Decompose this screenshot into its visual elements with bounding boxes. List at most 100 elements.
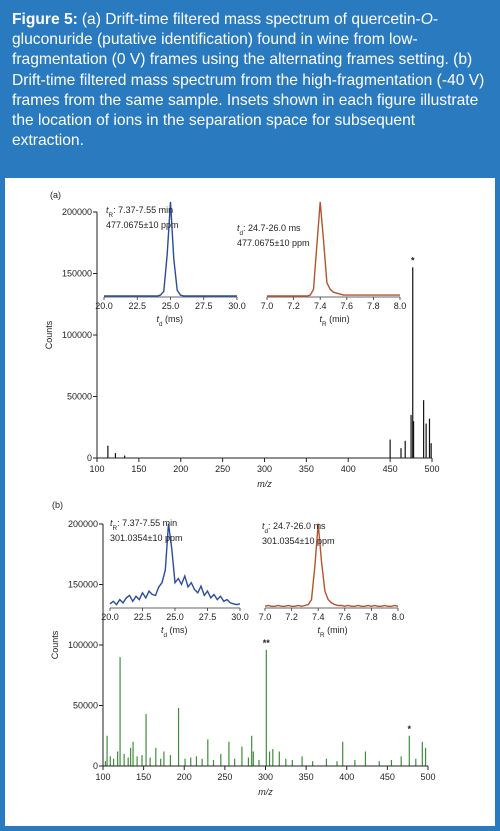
inset-x-label: td (ms): [157, 314, 184, 328]
inset-condition: td: 24.7-26.0 ms: [237, 223, 301, 237]
inset-x-label-part: t: [161, 625, 164, 635]
inset-condition: tR: 7.37-7.55 min: [110, 518, 177, 532]
peak: [415, 758, 417, 766]
peak: [400, 756, 402, 766]
peak: [336, 761, 338, 766]
peak: [109, 756, 111, 766]
x-tick-label: 100: [95, 772, 110, 782]
y-tick-label: 150000: [62, 269, 92, 279]
inset-x-label-part: d: [159, 321, 163, 328]
inset-tick-label: 8.0: [392, 612, 405, 622]
inset-condition-part: t: [237, 223, 240, 233]
peak: [342, 741, 344, 766]
peak: [364, 751, 367, 766]
y-tick-label: 0: [87, 453, 92, 463]
peak: [130, 747, 132, 766]
peak: [247, 757, 250, 766]
peak: [114, 453, 117, 458]
peak: [124, 455, 126, 458]
inset-tick-label: 7.0: [261, 301, 274, 311]
peak: [195, 756, 198, 766]
inset-x-label-part: (ms): [167, 625, 188, 635]
panel-label: (b): [52, 500, 63, 510]
inset-tick-label: 25.0: [166, 612, 184, 622]
x-tick-label: 300: [258, 772, 273, 782]
x-tick-label: 250: [217, 772, 232, 782]
inset-tick-label: 7.6: [341, 301, 354, 311]
y-tick-label: 0: [93, 761, 98, 771]
inset-tick-label: 22.5: [128, 301, 146, 311]
x-tick-label: 250: [215, 464, 230, 474]
peak: [145, 713, 147, 766]
inset-x-label: tR (min): [320, 314, 350, 328]
x-tick-label: 500: [424, 464, 439, 474]
peak: [285, 758, 287, 766]
inset-tick-label: 25.0: [162, 301, 180, 311]
inset-x-label-part: (ms): [163, 314, 184, 324]
y-axis-label: Counts: [44, 320, 54, 349]
peak: [265, 649, 267, 766]
inset-tick-label: 27.5: [195, 301, 213, 311]
inset-tick-label: 27.5: [199, 612, 217, 622]
inset-condition-part: : 7.37-7.55 min: [117, 518, 177, 528]
peak: [190, 757, 192, 766]
peak: [184, 758, 186, 766]
peak: [390, 759, 393, 766]
peak: [389, 439, 391, 458]
y-tick-label: 200000: [68, 519, 98, 529]
inset-tick-label: 7.8: [365, 612, 378, 622]
caption-text: -gluconuride (putative identification) f…: [12, 11, 485, 150]
peak: [425, 423, 427, 458]
inset-x-label-part: d: [164, 632, 168, 639]
inset-condition-part: : 7.37-7.55 min: [113, 205, 173, 215]
peak: [241, 746, 243, 766]
inset-tick-label: 7.8: [367, 301, 380, 311]
inset-line: [109, 523, 241, 606]
inset-x-label-part: R: [320, 632, 325, 639]
inset-x-label-part: t: [157, 314, 160, 324]
inset-x-label-part: t: [318, 625, 321, 635]
inset-condition-part: d: [265, 528, 269, 535]
peak: [155, 747, 157, 766]
x-tick-label: 500: [420, 772, 435, 782]
peak: [212, 759, 215, 766]
x-tick-label: 200: [177, 772, 192, 782]
caption-label: Figure 5:: [12, 11, 78, 28]
panel-label: (a): [50, 190, 61, 200]
peak: [325, 758, 328, 766]
x-tick-label: 100: [89, 464, 104, 474]
x-tick-label: 400: [339, 772, 354, 782]
inset-mz-window: 301.0354±10 ppm: [110, 533, 183, 543]
peak: [378, 761, 380, 766]
peak: [207, 739, 209, 766]
inset-condition-part: : 24.7-26.0 ms: [268, 521, 326, 531]
inset-condition-part: R: [113, 525, 118, 532]
inset-tick-label: 30.0: [228, 301, 246, 311]
inset-x-label-part: R: [322, 321, 327, 328]
x-axis-label: m/z: [257, 479, 272, 489]
figure-group: (a) 0 50000 100000 150000 200000 100 150 200 250 3…: [44, 190, 440, 797]
y-tick-label: 100000: [62, 330, 92, 340]
caption-text: O: [420, 11, 433, 28]
peak: [132, 741, 134, 766]
peak: [424, 747, 427, 766]
x-tick-label: 200: [173, 464, 188, 474]
peak: [252, 751, 254, 766]
y-tick-label: 50000: [67, 392, 92, 402]
inset-x-label-part: (min): [325, 625, 348, 635]
inset-line: [267, 201, 400, 297]
y-axis-label: Counts: [50, 630, 60, 659]
peak: [127, 757, 129, 766]
inset-x-label: td (ms): [161, 625, 188, 639]
peak: [160, 758, 162, 766]
peak: [278, 751, 280, 766]
annotation: **: [263, 638, 271, 648]
inset-tick-label: 8.0: [394, 301, 407, 311]
peak: [104, 761, 107, 766]
inset-tick-label: 20.0: [95, 301, 113, 311]
peak: [177, 707, 180, 766]
peak: [234, 758, 236, 766]
peak: [107, 445, 109, 458]
peak: [123, 753, 125, 766]
